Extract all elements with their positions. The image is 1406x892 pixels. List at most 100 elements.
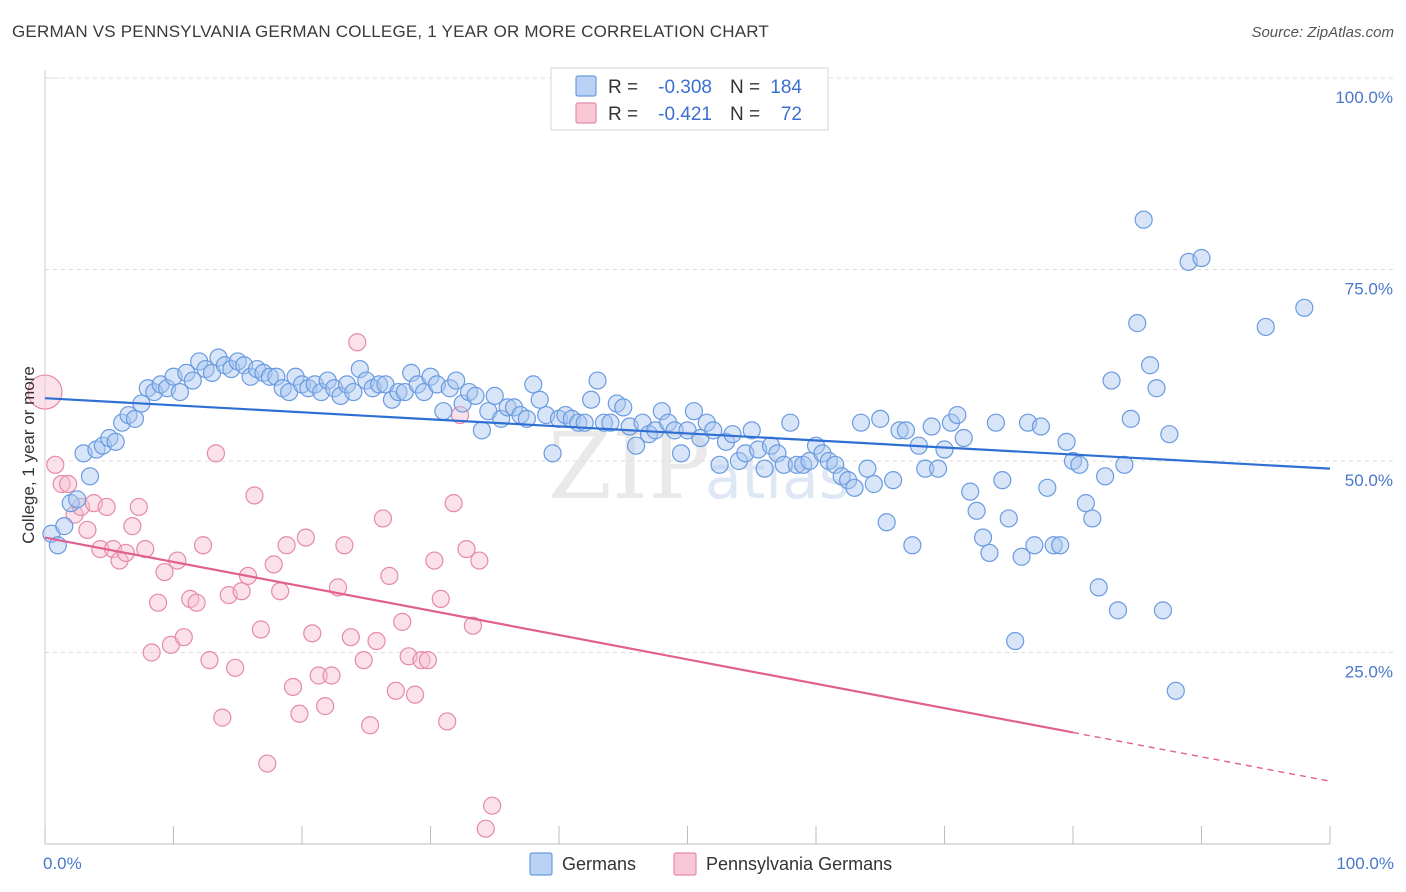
pennsylvania-germans-point-47 bbox=[341, 628, 360, 647]
pennsylvania-germans-point-1 bbox=[46, 455, 65, 474]
pennsylvania-germans-point-60 bbox=[425, 551, 444, 570]
germans-point-54 bbox=[389, 382, 408, 402]
germans-point-146 bbox=[980, 543, 999, 563]
germans-point-97 bbox=[665, 421, 684, 440]
pennsylvania-germans-point-68 bbox=[476, 819, 495, 838]
germans-point-151 bbox=[1012, 547, 1031, 566]
pennsylvania-germans-point-14 bbox=[129, 497, 148, 517]
pennsylvania-germans-point-54 bbox=[386, 681, 405, 700]
germans-point-2 bbox=[55, 517, 74, 536]
pennsylvania-germans-point-0 bbox=[27, 374, 63, 410]
bottom-legend-swatch-germans bbox=[529, 852, 553, 876]
germans-point-6 bbox=[80, 467, 100, 486]
germans-point-148 bbox=[993, 471, 1012, 490]
germans-point-158 bbox=[1057, 432, 1076, 451]
x-tick-label-max: 100.0% bbox=[1336, 854, 1394, 873]
germans-point-10 bbox=[106, 432, 125, 451]
germans-point-144 bbox=[967, 501, 986, 520]
germans-point-122 bbox=[826, 455, 845, 474]
pennsylvania-germans-point-38 bbox=[283, 677, 303, 697]
bottom-legend-label-pennsylvania: Pennsylvania Germans bbox=[706, 854, 892, 874]
pennsylvania-germans-point-43 bbox=[316, 697, 335, 716]
germans-point-67 bbox=[472, 421, 491, 440]
germans-point-162 bbox=[1083, 509, 1102, 528]
y-tick-label-0: 25.0% bbox=[1345, 663, 1393, 682]
pennsylvania-germans-point-25 bbox=[200, 651, 219, 670]
chart-title: GERMAN VS PENNSYLVANIA GERMAN COLLEGE, 1… bbox=[12, 22, 770, 41]
pennsylvania-germans-point-36 bbox=[271, 582, 290, 601]
stats-legend: R = -0.308 N = 184 R = -0.421 N = 72 bbox=[550, 67, 829, 131]
germans-point-147 bbox=[986, 413, 1006, 432]
germans-point-126 bbox=[851, 413, 871, 432]
germans-point-145 bbox=[973, 528, 993, 547]
pennsylvania-germans-point-44 bbox=[322, 666, 341, 685]
germans-point-141 bbox=[948, 405, 967, 425]
pennsylvania-germans-point-61 bbox=[431, 589, 450, 608]
germans-point-160 bbox=[1070, 455, 1089, 474]
germans-point-177 bbox=[1192, 248, 1211, 268]
germans-point-138 bbox=[928, 459, 948, 478]
germans-point-51 bbox=[370, 375, 389, 394]
pennsylvania-germans-point-24 bbox=[193, 536, 213, 555]
pennsylvania-germans-point-32 bbox=[245, 486, 264, 505]
germans-point-35 bbox=[267, 367, 286, 386]
pennsylvania-germans-point-6 bbox=[78, 520, 97, 540]
y-tick-label-1: 50.0% bbox=[1345, 471, 1393, 490]
germans-point-47 bbox=[344, 382, 363, 402]
trend-lines bbox=[44, 397, 1331, 782]
watermark-atlas: atlas bbox=[705, 443, 850, 513]
germans-point-20 bbox=[170, 382, 190, 402]
germans-point-87 bbox=[601, 413, 620, 432]
germans-point-100 bbox=[684, 402, 704, 421]
germans-point-157 bbox=[1051, 536, 1070, 555]
germans-point-125 bbox=[845, 478, 864, 497]
legend-n-value-germans: 184 bbox=[770, 77, 802, 98]
y-tick-label-2: 75.0% bbox=[1345, 280, 1393, 299]
pennsylvania-germans-point-48 bbox=[348, 333, 367, 352]
pennsylvania-germans-point-16 bbox=[142, 643, 161, 662]
germans-point-153 bbox=[1025, 536, 1044, 555]
germans-point-142 bbox=[954, 428, 973, 448]
legend-r-label-germans: R = bbox=[608, 77, 638, 98]
germans-point-174 bbox=[1160, 425, 1179, 444]
pennsylvania-germans-point-17 bbox=[148, 593, 168, 612]
pennsylvania-germans-point-50 bbox=[361, 716, 380, 735]
germans-point-61 bbox=[434, 402, 453, 421]
germans-point-95 bbox=[652, 402, 671, 421]
pennsylvania-germans-point-26 bbox=[206, 444, 226, 463]
germans-point-132 bbox=[890, 421, 909, 440]
pennsylvania-germans-point-18 bbox=[155, 562, 174, 582]
germans-point-137 bbox=[922, 417, 941, 436]
legend-r-value-germans: -0.308 bbox=[658, 77, 712, 98]
pennsylvania-germans-point-29 bbox=[226, 658, 245, 677]
germans-point-155 bbox=[1038, 478, 1057, 497]
pennsylvania-germans-point-66 bbox=[463, 616, 483, 635]
pennsylvania-germans-point-51 bbox=[367, 631, 386, 651]
legend-swatch-pennsylvania-germans bbox=[575, 102, 597, 124]
pennsylvania-germans-point-40 bbox=[296, 528, 315, 547]
pennsylvania-germans-point-59 bbox=[418, 651, 438, 670]
germans-point-4 bbox=[68, 490, 87, 509]
germans-point-48 bbox=[350, 359, 369, 379]
germans-point-139 bbox=[935, 440, 954, 459]
germans-point-170 bbox=[1134, 210, 1153, 229]
pennsylvania-germans-point-41 bbox=[303, 624, 322, 643]
pennsylvania-germans-point-23 bbox=[187, 593, 206, 612]
germans-point-85 bbox=[588, 371, 607, 390]
germans-point-168 bbox=[1121, 409, 1140, 428]
pennsylvania-germans-point-13 bbox=[123, 517, 142, 536]
germans-point-164 bbox=[1096, 467, 1115, 486]
pennsylvania-germans-trend-solid bbox=[44, 536, 1074, 734]
germans-point-156 bbox=[1044, 536, 1063, 555]
germans-point-115 bbox=[781, 413, 800, 432]
germans-point-130 bbox=[877, 513, 896, 532]
pennsylvania-germans-point-35 bbox=[264, 555, 283, 574]
germans-point-127 bbox=[858, 459, 877, 478]
germans-point-63 bbox=[447, 371, 466, 390]
pennsylvania-germans-point-33 bbox=[251, 620, 270, 639]
germans-point-165 bbox=[1102, 371, 1121, 390]
germans-point-114 bbox=[774, 455, 793, 474]
pennsylvania-germans-point-42 bbox=[309, 666, 328, 685]
pennsylvania-germans-point-49 bbox=[354, 651, 373, 670]
